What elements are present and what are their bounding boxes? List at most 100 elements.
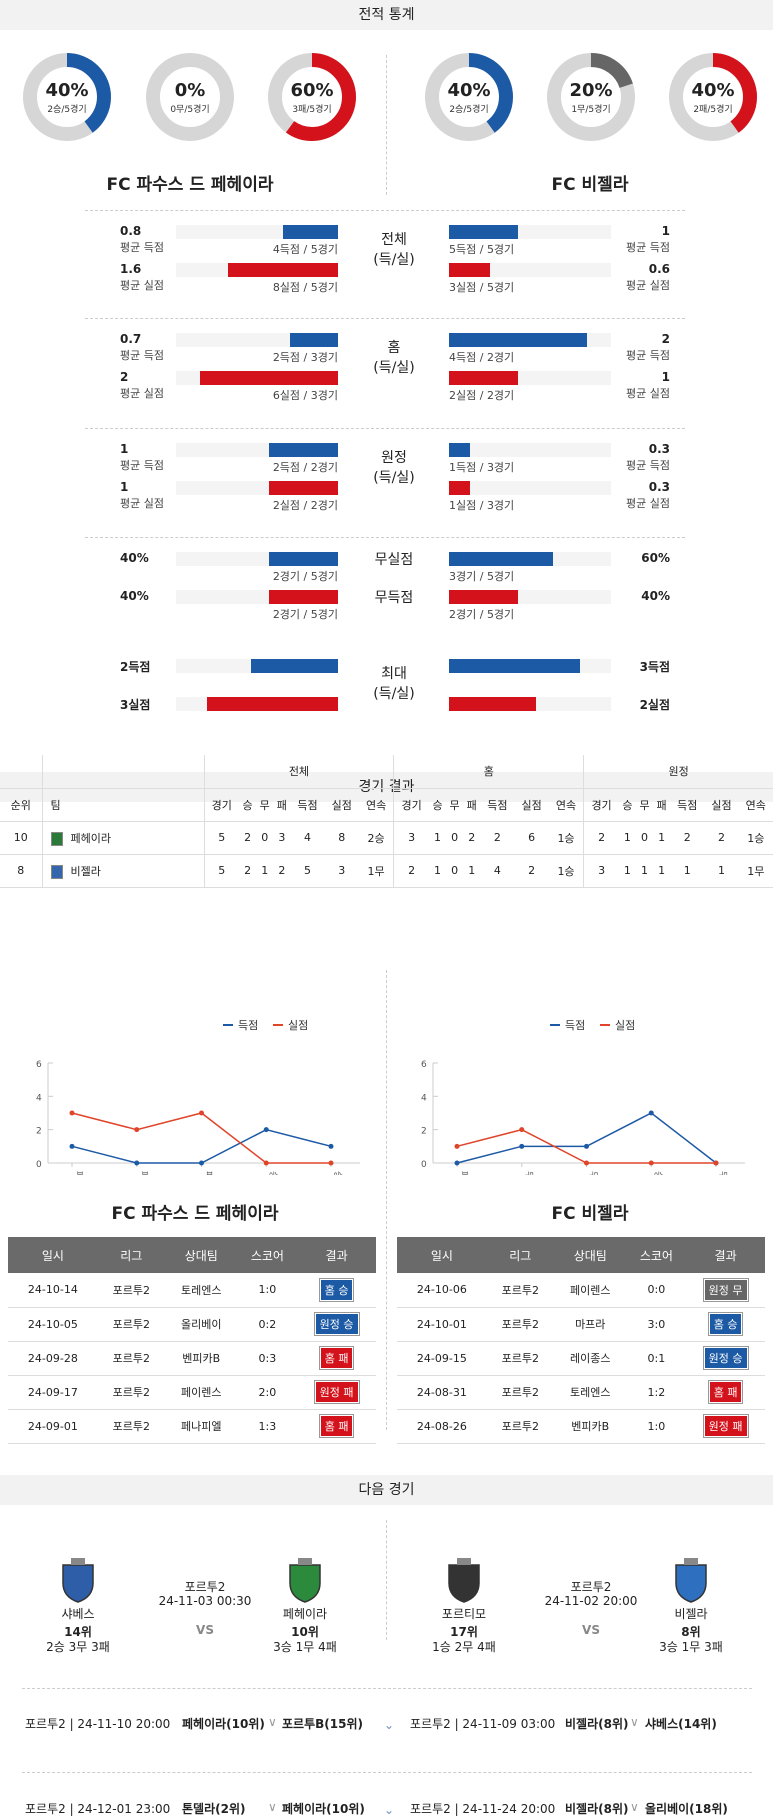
stat-category-line: 최대 [381,666,407,682]
next-team2-rank: 8위 [681,1625,701,1639]
col-경기: 경기 [204,788,240,822]
result-cell: 24-08-26 [397,1409,487,1444]
stat-cell: 1 [618,854,636,888]
home-stat-bar [251,659,338,673]
next-team1-rank: 14위 [64,1625,92,1639]
next-team2-rank: 10위 [291,1625,319,1639]
away-stat-bar [449,443,470,457]
stat-cell: 1승 [738,821,773,855]
fixture-home[interactable]: 비젤라(8위) [565,1717,629,1731]
away-stat-value: 0.6 [648,262,670,276]
donut-ring [268,53,356,141]
y-tick-label: 6 [36,1060,42,1070]
stat-cell: 3 [583,854,619,888]
data-point [263,1127,269,1133]
col-승: 승 [239,788,257,822]
result-badge: 홈 승 [318,1277,355,1302]
fixture-vs-icon: ∨ [268,1800,277,1814]
next-team2-name[interactable]: 페헤이라 [282,1607,328,1621]
result-row: 24-09-01 포르투2 페나피엘 1:3 홈 패 [8,1409,376,1444]
result-cell: 포르투2 [97,1375,165,1410]
result-cell: 24-10-14 [8,1273,98,1308]
donut-arc [268,53,356,141]
away-stat-caption: 1실점 / 3경기 [449,499,515,512]
stat-category-line: 원정 [381,450,407,466]
y-tick-label: 4 [36,1093,42,1103]
results-header-cell: 리그 [486,1237,554,1273]
team-cell: 비젤라 [42,854,205,888]
results-header-cell: 결과 [686,1237,765,1273]
stat-category: 원정 (득/실) [354,448,434,488]
result-cell: 0:3 [237,1341,298,1376]
col-패: 패 [653,788,671,822]
stat-category: 전체 (득/실) [354,230,434,270]
fixture-home[interactable]: 페헤이라(10위) [182,1717,265,1731]
next-team2-name[interactable]: 비젤라 [674,1607,708,1621]
stat-cell: 0 [446,854,464,888]
stat-cell: 1 [670,854,705,888]
next-team2-record: 3승 1무 4패 [273,1640,337,1654]
team-cell: 페헤이라 [42,821,205,855]
stat-cell: 4 [290,821,325,855]
result-cell: 원정 패 [297,1375,376,1410]
result-badge: 원정 패 [313,1380,360,1404]
next-vs: VS [582,1623,600,1637]
next-league: 포르투2 [184,1580,226,1594]
result-cell: 원정 무 [686,1273,765,1308]
divider [386,1520,387,1640]
fixture-vs-icon: ∨ [268,1715,277,1729]
next-league: 포르투2 [570,1580,612,1594]
next-team1-name[interactable]: 포르티모 [441,1607,487,1621]
stat-cell: 5 [204,821,240,855]
col-실점: 실점 [324,788,359,822]
divider [85,318,685,319]
next-team1-name[interactable]: 샤베스 [61,1607,95,1621]
team-name[interactable]: 페헤이라 [70,831,111,845]
x-tick-label: 승 [652,1171,663,1175]
x-tick-label: 무 [523,1171,534,1175]
fixture-info: 포르투2 | 24-11-09 03:00 [410,1717,556,1731]
donut-percent: 0% [174,80,206,101]
away-stat-value: 40% [641,589,670,603]
away-stat-label: 평균 득점 [626,241,670,254]
fixture-away[interactable]: 포르투B(15위) [282,1717,363,1731]
stat-cell: 0 [256,821,274,855]
data-point [519,1143,525,1149]
stat-category-line: (득/실) [373,252,415,268]
fixture-home[interactable]: 톤델라(2위) [182,1802,246,1816]
fixture-away[interactable]: 올리베이(18위) [645,1802,728,1816]
result-cell: 1:3 [237,1409,298,1444]
legend-label: 실점 [288,1019,308,1032]
expand-chevron-icon[interactable]: ⌄ [384,1803,395,1817]
bar-track [449,481,611,495]
expand-chevron-icon[interactable]: ⌄ [384,1718,395,1732]
results-header-cell: 리그 [97,1237,165,1273]
fixture-away[interactable]: 샤베스(14위) [645,1717,717,1731]
fixture-home[interactable]: 비젤라(8위) [565,1802,629,1816]
stat-cell: 3 [324,854,359,888]
home-stat-value: 1 [120,442,129,456]
col-연속: 연속 [548,788,585,822]
divider [85,428,685,429]
donut-ring [547,53,635,141]
fixture-away[interactable]: 페헤이라(10위) [282,1802,365,1816]
divider [85,210,685,211]
home-stat-bar [269,590,338,604]
legend-label: 득점 [238,1019,258,1032]
stat-cell: 6 [514,821,549,855]
stat-cell: 1승 [548,821,585,855]
team-crest-icon [448,1558,480,1603]
away-stat-caption: 1득점 / 3경기 [449,461,515,474]
data-point [134,1127,140,1133]
results-header-row: 일시 리그 상대팀 스코어 결과 [397,1237,765,1273]
col-패: 패 [273,788,291,822]
away-stat-caption: 5득점 / 5경기 [449,243,515,256]
stat-cell: 0 [446,821,464,855]
fixture-vs-icon: ∨ [630,1800,639,1814]
data-point [454,1160,460,1166]
fixture-vs-icon: ∨ [630,1715,639,1729]
y-tick-label: 0 [421,1160,427,1170]
team-name[interactable]: 비젤라 [70,864,101,878]
col-승: 승 [428,788,447,822]
home-stat-caption: 2득점 / 2경기 [272,461,338,474]
